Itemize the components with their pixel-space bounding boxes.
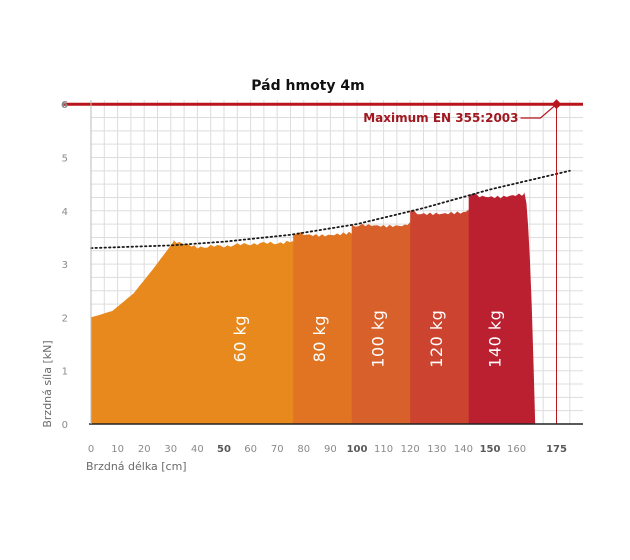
x-tick-label: 160 [507, 444, 526, 455]
x-tick-label: 10 [111, 444, 124, 455]
area-60-kg [91, 239, 304, 424]
y-tick-label: 5 [62, 154, 68, 165]
trend-line [90, 169, 571, 249]
x-tick-label: 80 [297, 444, 310, 455]
y-tick-label: 0 [62, 420, 68, 431]
x-tick-label: 150 [480, 444, 501, 455]
x-tick-label: 70 [271, 444, 284, 455]
y-tick-label: 4 [62, 207, 68, 218]
area-80-kg [293, 231, 360, 424]
x-tick-label: 140 [454, 444, 473, 455]
x-tick-label: 40 [191, 444, 204, 455]
y-axis-title: Brzdná síla [kN] [41, 340, 54, 427]
trend-dotted-line [90, 169, 571, 249]
limit-line-group: Maximum EN 355:2003 [62, 99, 583, 424]
x-tick-label: 50 [217, 444, 231, 455]
x-tick-label: 110 [374, 444, 393, 455]
series-label-80-kg: 80 kg [310, 315, 329, 362]
x-tick-label: 100 [347, 444, 368, 455]
series-areas [91, 192, 536, 424]
x-tick-label: 0 [88, 444, 94, 455]
limit-leader-line [520, 103, 557, 119]
x-tick-label: 130 [427, 444, 446, 455]
series-label-60-kg: 60 kg [230, 315, 249, 362]
area-140-kg [468, 192, 536, 424]
y-tick-label: 2 [62, 313, 68, 324]
series-label-140-kg: 140 kg [486, 310, 505, 368]
x-tick-label: 20 [138, 444, 151, 455]
y-tick-label: 6 [61, 100, 68, 111]
x-axis-title: Brzdná délka [cm] [86, 460, 187, 473]
series-label-120-kg: 120 kg [427, 310, 446, 368]
x-tick-label: 120 [401, 444, 420, 455]
x-tick-label-limit: 175 [546, 444, 567, 455]
y-tick-label: 3 [62, 260, 68, 271]
area-100-kg [351, 221, 419, 424]
x-tick-label: 60 [244, 444, 257, 455]
chart-title: Pád hmoty 4m [251, 78, 364, 94]
limit-label: Maximum EN 355:2003 [363, 111, 518, 125]
y-tick-label: 1 [62, 367, 68, 378]
x-tick-label: 30 [164, 444, 177, 455]
series-labels: 60 kg 80 kg 100 kg 120 kg 140 kg [230, 310, 504, 368]
series-label-100-kg: 100 kg [369, 310, 388, 368]
x-tick-label: 90 [324, 444, 337, 455]
area-120-kg [410, 209, 480, 424]
